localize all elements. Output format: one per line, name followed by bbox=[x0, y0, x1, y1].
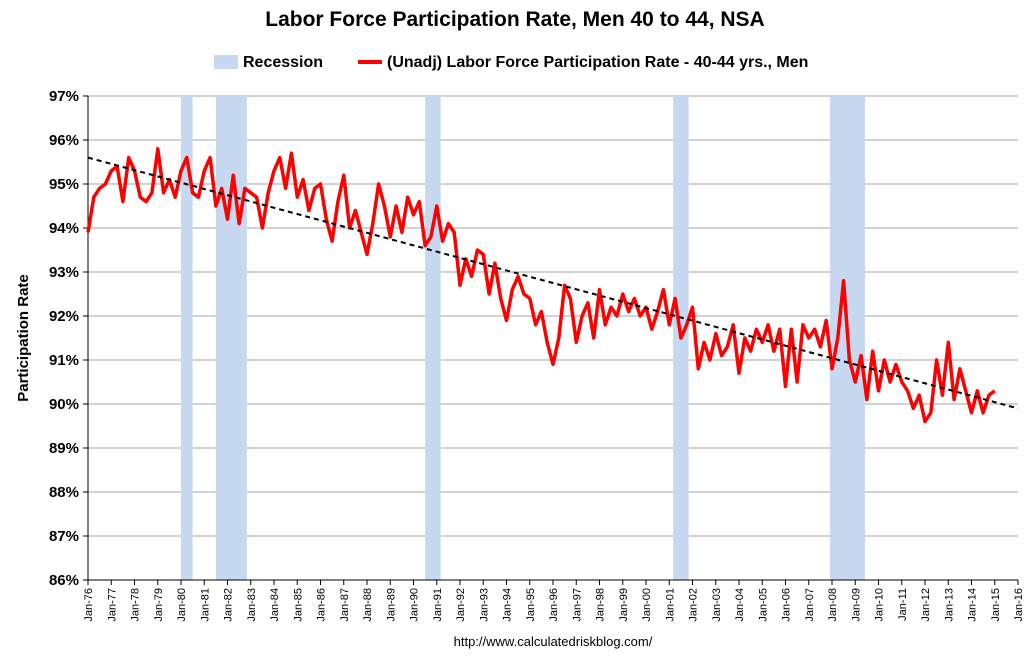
recession-band bbox=[181, 96, 193, 580]
y-tick-label: 87% bbox=[49, 528, 79, 545]
legend-label-series: (Unadj) Labor Force Participation Rate -… bbox=[387, 54, 809, 71]
x-tick-label: Jan-09 bbox=[850, 588, 862, 622]
x-tick-label: Jan-98 bbox=[595, 588, 607, 622]
y-tick-label: 88% bbox=[49, 484, 79, 501]
x-tick-label: Jan-87 bbox=[339, 588, 351, 622]
x-tick-label: Jan-77 bbox=[106, 588, 118, 622]
x-tick-label: Jan-84 bbox=[269, 588, 281, 622]
x-tick-label: Jan-97 bbox=[571, 588, 583, 622]
x-tick-label: Jan-95 bbox=[525, 588, 537, 622]
x-tick-label: Jan-13 bbox=[943, 588, 955, 622]
recession-band bbox=[215, 96, 247, 580]
y-tick-label: 90% bbox=[49, 396, 79, 413]
y-tick-label: 93% bbox=[49, 264, 79, 281]
series-layer bbox=[86, 147, 996, 424]
x-tick-label: Jan-82 bbox=[223, 588, 235, 622]
x-tick-label: Jan-04 bbox=[734, 588, 746, 622]
x-tick-labels: Jan-76 Jan-77 Jan-78 Jan-79 Jan-80 Jan-81 Jan-… bbox=[83, 588, 1025, 622]
x-tick-label: Jan-90 bbox=[409, 588, 421, 622]
x-tick-label: Jan-81 bbox=[199, 588, 211, 622]
x-tick-label: Jan-15 bbox=[990, 588, 1002, 622]
x-tick-label: Jan-02 bbox=[688, 588, 700, 622]
x-tick-label: Jan-78 bbox=[130, 588, 142, 622]
x-tick-label: Jan-10 bbox=[874, 588, 886, 622]
x-tick-label: Jan-11 bbox=[897, 588, 909, 621]
y-tick-label: 86% bbox=[49, 572, 79, 589]
x-tick-label: Jan-86 bbox=[316, 588, 328, 622]
legend-swatch-series bbox=[358, 59, 382, 64]
x-tick-label: Jan-05 bbox=[757, 588, 769, 622]
x-tick-label: Jan-07 bbox=[804, 588, 816, 622]
legend-item-series: (Unadj) Labor Force Participation Rate -… bbox=[358, 52, 808, 74]
y-axis-label: Participation Rate bbox=[15, 274, 32, 402]
x-tick-label: Jan-03 bbox=[711, 588, 723, 622]
source-url: http://www.calculatedriskblog.com/ bbox=[453, 634, 653, 649]
y-tick-label: 97% bbox=[49, 88, 79, 105]
y-tick-label: 96% bbox=[49, 132, 79, 149]
y-tick-label: 89% bbox=[49, 440, 79, 457]
x-tick-label: Jan-80 bbox=[176, 588, 188, 622]
x-tick-label: Jan-01 bbox=[664, 588, 676, 622]
x-tick-label: Jan-91 bbox=[432, 588, 444, 622]
axes bbox=[83, 95, 1019, 585]
x-tick-label: Jan-12 bbox=[920, 588, 932, 622]
x-tick-label: Jan-92 bbox=[455, 588, 467, 622]
x-tick-label: Jan-88 bbox=[362, 588, 374, 622]
x-tick-label: Jan-99 bbox=[618, 588, 630, 622]
x-tick-label: Jan-83 bbox=[246, 588, 258, 622]
chart-title: Labor Force Participation Rate, Men 40 t… bbox=[265, 8, 765, 31]
y-tick-label: 91% bbox=[49, 352, 79, 369]
y-tick-label: 92% bbox=[49, 308, 79, 325]
x-tick-label: Jan-96 bbox=[548, 588, 560, 622]
x-tick-label: Jan-14 bbox=[967, 588, 979, 622]
trend-layer bbox=[87, 156, 1019, 410]
x-tick-label: Jan-06 bbox=[781, 588, 793, 622]
y-tick-labels: 86% 87% 88% 89% 90% 91% 92% 93% 94% 95% 96% 97% bbox=[49, 88, 79, 589]
chart-legend: Recession (Unadj) Labor Force Participat… bbox=[0, 52, 1030, 74]
recession-band bbox=[425, 96, 441, 580]
x-tick-label: Jan-94 bbox=[502, 588, 514, 622]
x-tick-label: Jan-93 bbox=[478, 588, 490, 622]
legend-item-recession: Recession bbox=[214, 52, 323, 74]
x-tick-label: Jan-85 bbox=[292, 588, 304, 622]
x-tick-label: Jan-76 bbox=[83, 588, 95, 622]
x-tick-label: Jan-00 bbox=[641, 588, 653, 622]
trend-line bbox=[87, 156, 1019, 410]
x-tick-label: Jan-79 bbox=[153, 588, 165, 622]
y-tick-label: 94% bbox=[49, 220, 79, 237]
x-tick-label: Jan-08 bbox=[827, 588, 839, 622]
x-tick-label: Jan-89 bbox=[385, 588, 397, 622]
legend-label-recession: Recession bbox=[243, 54, 324, 71]
legend-swatch-recession bbox=[214, 54, 238, 69]
x-tick-label: Jan-16 bbox=[1013, 588, 1025, 622]
y-tick-label: 95% bbox=[49, 176, 79, 193]
plot-area: 86% 87% 88% 89% 90% 91% 92% 93% 94% 95% 96% 97% Jan… bbox=[15, 88, 1025, 622]
series-line bbox=[86, 147, 996, 424]
